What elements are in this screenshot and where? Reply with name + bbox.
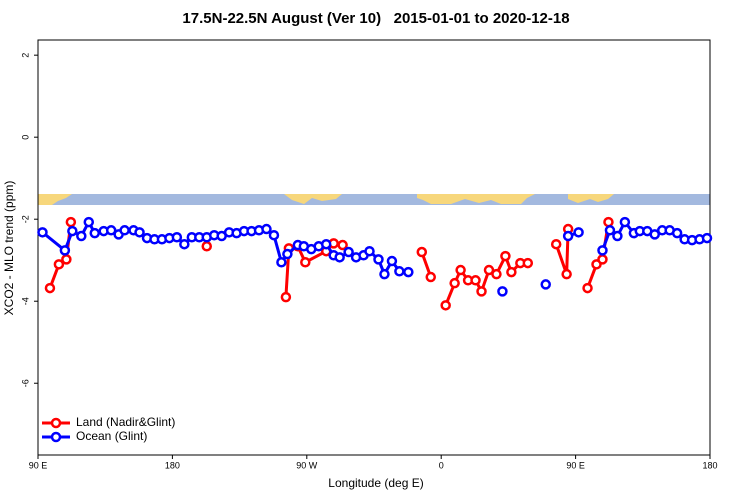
point bbox=[261, 223, 272, 235]
point bbox=[59, 245, 71, 256]
y-tick-label: -6 bbox=[20, 379, 30, 387]
x-tick-label: 90 E bbox=[566, 460, 585, 470]
point bbox=[491, 268, 502, 280]
point bbox=[76, 230, 87, 242]
point bbox=[105, 225, 117, 236]
point bbox=[276, 257, 287, 268]
point bbox=[561, 268, 572, 280]
land-ocean-strip bbox=[38, 194, 710, 205]
point bbox=[65, 216, 77, 228]
point bbox=[67, 225, 78, 237]
y-tick-label: 2 bbox=[20, 53, 30, 58]
y-tick-label: -4 bbox=[20, 297, 30, 305]
point bbox=[449, 277, 460, 289]
point bbox=[582, 282, 593, 294]
point bbox=[343, 246, 354, 258]
point bbox=[597, 245, 608, 256]
point bbox=[268, 229, 280, 241]
legend-label: Ocean (Glint) bbox=[76, 429, 147, 443]
y-tick-label: -2 bbox=[20, 215, 30, 223]
point bbox=[573, 227, 584, 238]
point bbox=[179, 238, 190, 250]
legend-marker bbox=[50, 417, 62, 429]
point bbox=[562, 230, 574, 242]
point bbox=[373, 254, 384, 265]
point bbox=[497, 286, 508, 297]
point bbox=[53, 259, 65, 270]
point bbox=[171, 231, 183, 243]
point bbox=[619, 216, 631, 228]
point bbox=[500, 250, 511, 262]
x-axis-label: Longitude (deg E) bbox=[328, 476, 423, 490]
point bbox=[440, 300, 451, 311]
point bbox=[44, 282, 56, 294]
point bbox=[300, 257, 311, 268]
point bbox=[671, 227, 683, 239]
point bbox=[604, 225, 616, 236]
point bbox=[540, 279, 551, 290]
point bbox=[119, 225, 130, 236]
point bbox=[334, 252, 345, 263]
point bbox=[425, 271, 436, 283]
point bbox=[337, 239, 348, 251]
point bbox=[455, 264, 466, 276]
x-tick-label: 180 bbox=[165, 460, 180, 470]
point bbox=[470, 275, 481, 286]
point bbox=[416, 246, 428, 258]
point bbox=[201, 241, 212, 252]
point bbox=[320, 238, 332, 250]
point bbox=[280, 291, 292, 303]
point bbox=[89, 227, 100, 239]
point bbox=[379, 268, 390, 280]
y-axis-label: XCO2 - MLO trend (ppm) bbox=[2, 181, 16, 316]
point bbox=[282, 248, 293, 260]
point bbox=[483, 264, 495, 276]
point bbox=[506, 266, 517, 278]
x-tick-label: 180 bbox=[702, 460, 717, 470]
x-tick-label: 90 W bbox=[296, 460, 318, 470]
chart-title: 17.5N-22.5N August (Ver 10) 2015-01-01 t… bbox=[182, 10, 569, 27]
point bbox=[603, 216, 614, 228]
point bbox=[649, 229, 660, 240]
point bbox=[83, 216, 95, 228]
point bbox=[476, 286, 487, 297]
point bbox=[61, 254, 72, 265]
point bbox=[701, 232, 713, 244]
point bbox=[394, 266, 405, 277]
point bbox=[364, 245, 375, 257]
point bbox=[134, 227, 145, 238]
y-tick-label: 0 bbox=[20, 135, 30, 140]
point bbox=[37, 227, 48, 238]
point bbox=[597, 254, 608, 265]
point bbox=[522, 257, 534, 269]
point bbox=[386, 255, 398, 267]
legend-label: Land (Nadir&Glint) bbox=[76, 415, 175, 429]
x-tick-label: 90 E bbox=[29, 460, 48, 470]
legend-marker bbox=[50, 431, 62, 443]
point bbox=[403, 266, 414, 278]
plot-frame bbox=[37, 39, 711, 456]
point bbox=[550, 238, 562, 250]
point bbox=[612, 230, 623, 242]
x-tick-label: 0 bbox=[439, 460, 444, 470]
